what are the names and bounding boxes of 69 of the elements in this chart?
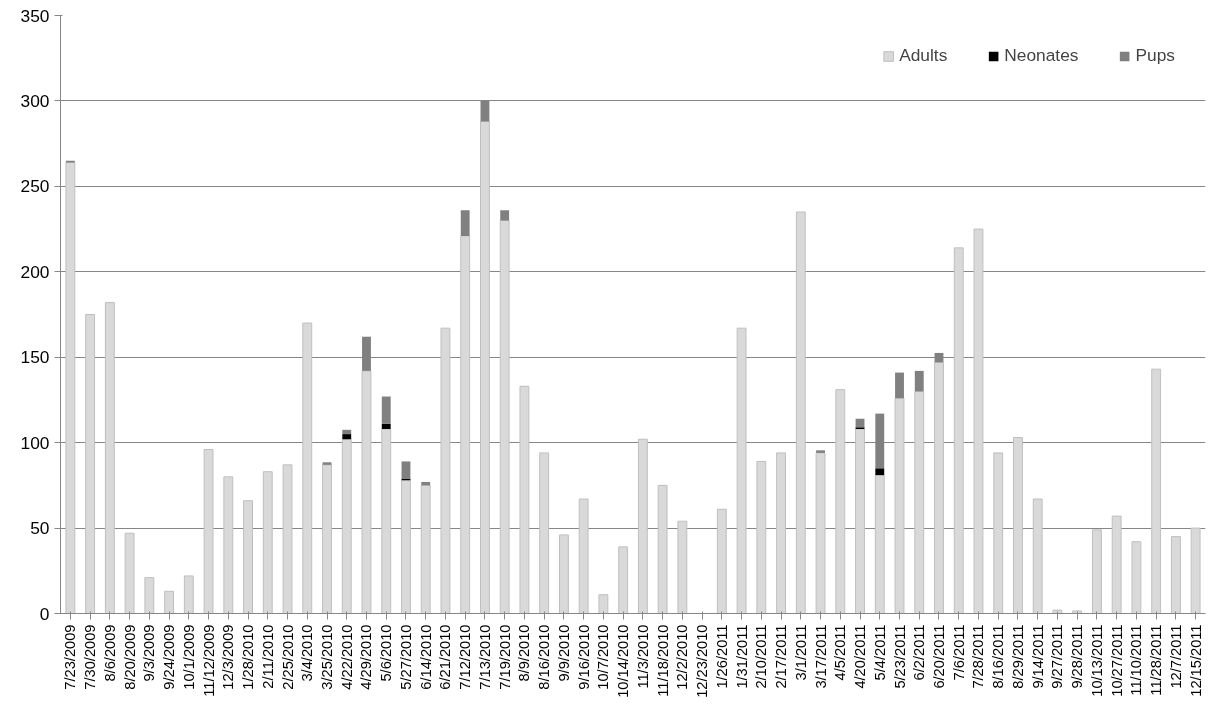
x-tick-label: 5/27/2010 [397,624,414,690]
y-tick-label: 50 [30,518,50,539]
x-tick-label: 3/17/2011 [812,624,829,689]
x-tick-label: 8/16/2011 [990,624,1007,689]
x-tick-label: 12/23/2010 [694,624,711,698]
x-tick-label: 6/20/2011 [930,624,947,689]
x-tick-label: 2/17/2011 [773,624,790,689]
y-tick-label: 0 [39,603,50,624]
x-tick-label: 4/22/2010 [338,624,355,690]
x-tick-label: 4/20/2011 [852,624,869,689]
x-tick-label: 7/6/2011 [950,624,967,681]
legend-label: Adults [899,45,948,66]
x-tick-label: 5/6/2010 [378,624,395,682]
x-tick-label: 7/30/2009 [82,624,99,690]
x-tick-label: 9/16/2010 [575,624,592,690]
x-tick-label: 6/21/2010 [437,624,454,690]
x-tick-label: 9/9/2010 [555,624,572,682]
x-tick-label: 1/26/2011 [713,624,730,689]
x-tick-label: 9/24/2009 [161,624,178,690]
x-tick-label: 7/13/2010 [476,624,493,690]
x-tick-label: 7/28/2011 [970,624,987,689]
x-tick-label: 10/14/2010 [615,624,632,698]
y-tick-label: 100 [20,432,50,453]
x-tick-label: 11/12/2009 [200,624,217,697]
x-tick-label: 7/19/2010 [496,624,513,690]
x-tick-label: 5/4/2011 [871,624,888,681]
x-tick-label: 4/5/2011 [832,624,849,681]
x-tick-label: 10/27/2011 [1108,624,1125,697]
x-tick-label: 4/29/2010 [358,624,375,690]
x-tick-label: 11/18/2010 [654,624,671,697]
legend-label: Neonates [1004,45,1079,66]
x-tick-label: 8/29/2011 [1009,624,1026,689]
x-tick-label: 8/16/2010 [536,624,553,690]
y-tick-label: 300 [20,90,50,111]
x-tick-label: 3/4/2010 [299,624,316,682]
x-tick-label: 9/28/2011 [1069,624,1086,689]
x-tick-label: 7/23/2009 [62,624,79,690]
y-tick-label: 250 [20,176,50,197]
x-tick-label: 3/1/2011 [792,624,809,681]
x-tick-label: 9/14/2011 [1029,624,1046,689]
x-tick-label: 12/2/2010 [674,624,691,690]
x-tick-label: 8/6/2009 [101,624,118,682]
x-tick-label: 12/15/2011 [1187,624,1204,697]
x-tick-label: 3/25/2010 [319,624,336,690]
y-tick-label: 350 [20,5,50,26]
x-tick-label: 2/10/2011 [753,624,770,689]
x-tick-label: 10/7/2010 [595,624,612,690]
x-tick-label: 6/14/2010 [417,624,434,690]
x-tick-label: 2/11/2010 [259,624,276,689]
x-tick-label: 8/9/2010 [516,624,533,682]
x-tick-label: 12/3/2009 [220,624,237,690]
x-tick-label: 12/7/2011 [1167,624,1184,689]
x-tick-label: 10/13/2011 [1088,624,1105,697]
x-tick-label: 8/20/2009 [121,624,138,690]
x-tick-label: 11/28/2011 [1148,624,1165,696]
x-tick-label: 7/12/2010 [457,624,474,690]
y-tick-label: 200 [20,261,50,282]
x-tick-label: 11/10/2011 [1128,624,1145,696]
x-tick-label: 11/3/2010 [634,624,651,689]
legend-label: Pups [1135,45,1175,66]
x-tick-label: 10/1/2009 [180,624,197,690]
y-tick-label: 150 [20,347,50,368]
x-tick-label: 5/23/2011 [891,624,908,689]
x-tick-label: 9/27/2011 [1049,624,1066,689]
x-tick-label: 1/31/2011 [733,624,750,689]
x-tick-label: 1/28/2010 [240,624,257,690]
x-tick-label: 6/2/2011 [911,624,928,681]
x-tick-label: 9/3/2009 [141,624,158,682]
x-tick-label: 2/25/2010 [279,624,296,690]
